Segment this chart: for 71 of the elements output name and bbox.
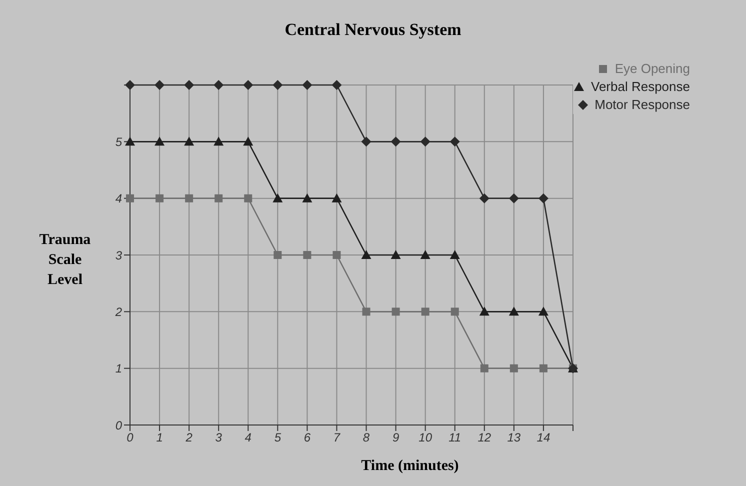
x-tick-label: 8 <box>362 430 370 445</box>
point <box>274 251 282 259</box>
point <box>479 193 490 204</box>
point <box>332 193 342 202</box>
legend-label: Eye Opening <box>614 60 690 78</box>
legend-label: Motor Response <box>594 96 690 114</box>
x-tick-label: 2 <box>184 430 193 445</box>
point <box>508 193 519 204</box>
chart-title: Central Nervous System <box>284 20 462 40</box>
point <box>332 251 341 259</box>
point <box>390 250 401 259</box>
point <box>420 136 430 147</box>
y-tick-label: 3 <box>115 248 122 262</box>
point <box>390 136 401 147</box>
point <box>450 308 459 316</box>
point <box>214 80 224 90</box>
point <box>154 80 165 90</box>
point <box>332 80 342 90</box>
x-tick-label: 10 <box>418 430 432 445</box>
point <box>392 308 400 316</box>
point <box>450 250 460 259</box>
x-tick-label: 4 <box>244 430 252 445</box>
point <box>538 193 548 204</box>
point <box>126 194 134 202</box>
point <box>156 194 164 202</box>
x-tick-label: 11 <box>448 430 462 445</box>
legend-label: Verbal Response <box>590 78 690 96</box>
point <box>184 136 194 146</box>
point <box>508 306 519 316</box>
point <box>154 136 165 146</box>
x-axis-title: Time (minutes) <box>360 458 460 475</box>
point <box>214 194 223 202</box>
point <box>450 136 460 147</box>
y-tick-label: 1 <box>115 362 122 376</box>
x-tick-label: 5 <box>274 430 282 445</box>
x-tick-label: 12 <box>478 430 492 445</box>
x-tick-label: 3 <box>215 430 222 445</box>
point <box>244 194 252 202</box>
point <box>184 80 194 90</box>
point <box>185 194 194 202</box>
point <box>479 306 490 316</box>
point <box>243 80 254 90</box>
point <box>539 364 548 372</box>
point <box>421 308 430 316</box>
point <box>303 251 312 259</box>
point <box>361 136 372 147</box>
point <box>272 80 283 90</box>
point <box>362 308 370 316</box>
point <box>214 136 224 146</box>
x-tick-label: 0 <box>126 430 134 445</box>
point <box>420 250 430 259</box>
y-tick-label: 0 <box>115 418 122 432</box>
x-tick-label: 6 <box>304 430 311 445</box>
y-tick-label: 4 <box>115 192 122 206</box>
x-tick-label: 7 <box>333 430 342 445</box>
point <box>302 193 312 202</box>
point <box>125 136 135 146</box>
y-axis-title: Trauma Scale Level <box>38 231 92 290</box>
point <box>272 193 283 202</box>
x-tick-label: 9 <box>392 430 400 445</box>
x-tick-label: 14 <box>536 430 550 445</box>
point <box>538 306 548 316</box>
y-tick-label: 5 <box>115 134 122 149</box>
point <box>510 364 518 372</box>
point <box>243 136 254 146</box>
point <box>480 364 488 372</box>
x-tick-label: 1 <box>156 430 163 445</box>
point <box>361 250 372 259</box>
x-tick-label: 13 <box>507 430 521 445</box>
point <box>302 80 312 90</box>
y-tick-label: 2 <box>114 304 122 319</box>
